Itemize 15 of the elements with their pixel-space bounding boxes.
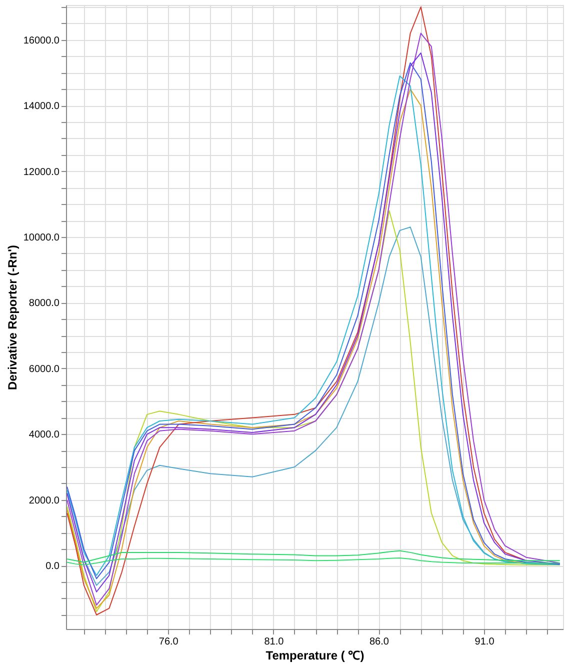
y-tick-label: 2000.0 <box>28 495 60 506</box>
y-tick-label: 4000.0 <box>28 430 60 441</box>
x-tick-label: 91.0 <box>474 636 495 648</box>
y-tick-label: 8000.0 <box>28 298 60 310</box>
y-tick-label: 10000.0 <box>23 232 60 244</box>
x-axis-title: Temperature ( ℃) <box>266 648 364 662</box>
x-tick-label: 86.0 <box>369 636 390 648</box>
y-tick-label: 16000.0 <box>23 35 60 46</box>
y-tick-label: 12000.0 <box>23 166 60 178</box>
y-tick-label: 6000.0 <box>28 364 60 375</box>
y-tick-label: 14000.0 <box>23 101 60 112</box>
x-tick-label: 81.0 <box>264 636 284 648</box>
x-tick-label: 76.0 <box>158 636 179 648</box>
y-tick-label: 0.0 <box>46 561 60 572</box>
y-axis-title: Derivative Reporter (-Rn') <box>5 245 20 390</box>
